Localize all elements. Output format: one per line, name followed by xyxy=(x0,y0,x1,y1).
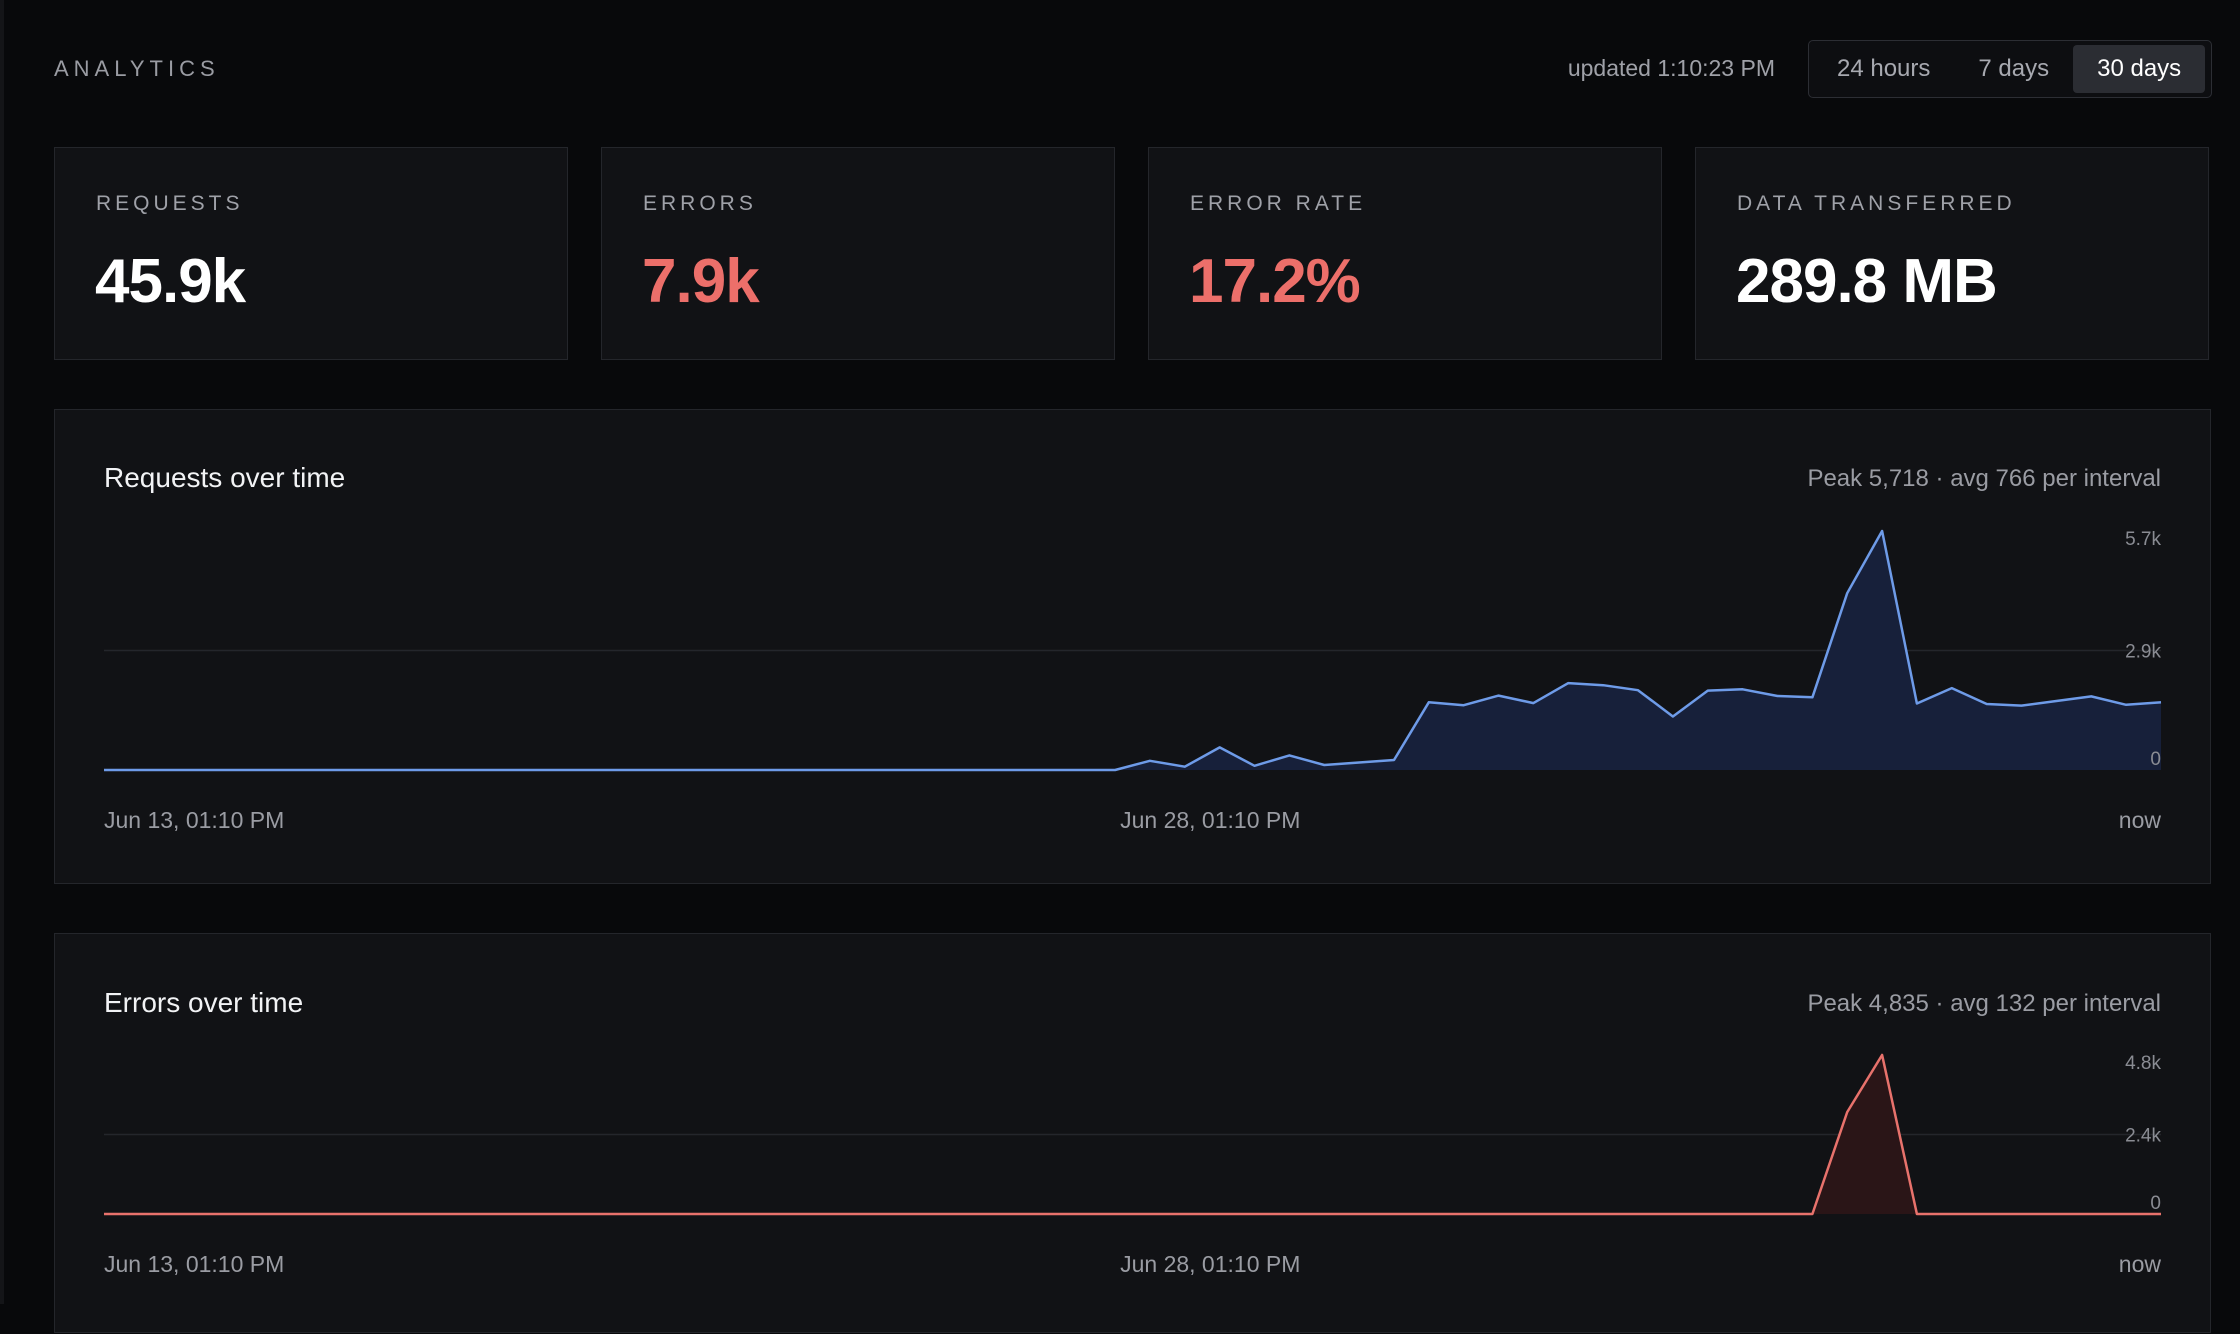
requests-chart: 5.7k 2.9k 0 Jun 13, 01:10 PM Jun 28, 01:10 P… xyxy=(104,529,2162,833)
x-tick-label: now xyxy=(2119,1251,2162,1277)
series-area xyxy=(104,531,2161,770)
stat-value: 289.8 MB xyxy=(1736,247,1998,316)
updated-timestamp: updated 1:10:23 PM xyxy=(1567,55,1775,81)
stat-value: 17.2% xyxy=(1189,247,1361,316)
stat-label: ERRORS xyxy=(643,192,757,215)
x-tick-label: Jun 13, 01:10 PM xyxy=(104,1251,284,1277)
stat-label: ERROR RATE xyxy=(1190,192,1367,215)
range-24-hours-button[interactable]: 24 hours xyxy=(1837,55,1931,82)
x-tick-label: Jun 28, 01:10 PM xyxy=(1120,807,1300,833)
stat-value: 7.9k xyxy=(642,247,760,316)
x-tick-label: Jun 28, 01:10 PM xyxy=(1120,1251,1300,1277)
stat-card-data-transferred: DATA TRANSFERRED 289.8 MB xyxy=(1695,147,2209,360)
y-tick-label: 2.9k xyxy=(2125,642,2161,663)
analytics-header: ANALYTICS updated 1:10:23 PM 24 hours 7 … xyxy=(54,40,2212,100)
stat-card-requests: REQUESTS 45.9k xyxy=(54,147,568,360)
stat-value: 45.9k xyxy=(95,247,246,316)
chart-title: Requests over time xyxy=(104,462,346,493)
stat-card-error-rate: ERROR RATE 17.2% xyxy=(1148,147,1662,360)
chart-summary: Peak 4,835 · avg 132 per interval xyxy=(1807,990,2161,1017)
y-tick-label: 2.4k xyxy=(2125,1126,2161,1147)
stat-cards: REQUESTS 45.9k ERRORS 7.9k ERROR RATE 17… xyxy=(54,147,2211,360)
requests-chart-panel: Requests over time Peak 5,718 · avg 766 … xyxy=(54,409,2211,884)
y-tick-label: 5.7k xyxy=(2125,529,2161,550)
x-tick-label: Jun 13, 01:10 PM xyxy=(104,807,284,833)
chart-summary: Peak 5,718 · avg 766 per interval xyxy=(1807,465,2161,492)
stat-label: REQUESTS xyxy=(96,192,244,215)
time-range-selector: 24 hours 7 days 30 days xyxy=(1808,40,2212,98)
sidebar-edge xyxy=(0,0,4,1304)
series-line xyxy=(104,529,2162,772)
errors-chart-panel: Errors over time Peak 4,835 · avg 132 pe… xyxy=(54,933,2211,1333)
range-30-days-button[interactable]: 30 days xyxy=(2073,45,2206,93)
stat-card-errors: ERRORS 7.9k xyxy=(601,147,1115,360)
y-tick-label: 0 xyxy=(2150,1193,2161,1214)
series-line xyxy=(104,1053,2161,1216)
chart-title: Errors over time xyxy=(104,987,304,1018)
stat-label: DATA TRANSFERRED xyxy=(1737,192,2016,215)
y-tick-label: 0 xyxy=(2150,749,2161,770)
x-tick-label: now xyxy=(2119,807,2162,833)
errors-chart: 4.8k 2.4k 0 Jun 13, 01:10 PM Jun 28, 01:10 P… xyxy=(104,1053,2162,1277)
y-tick-label: 4.8k xyxy=(2125,1053,2161,1074)
section-title: ANALYTICS xyxy=(54,56,220,81)
range-7-days-button[interactable]: 7 days xyxy=(1978,55,2050,82)
